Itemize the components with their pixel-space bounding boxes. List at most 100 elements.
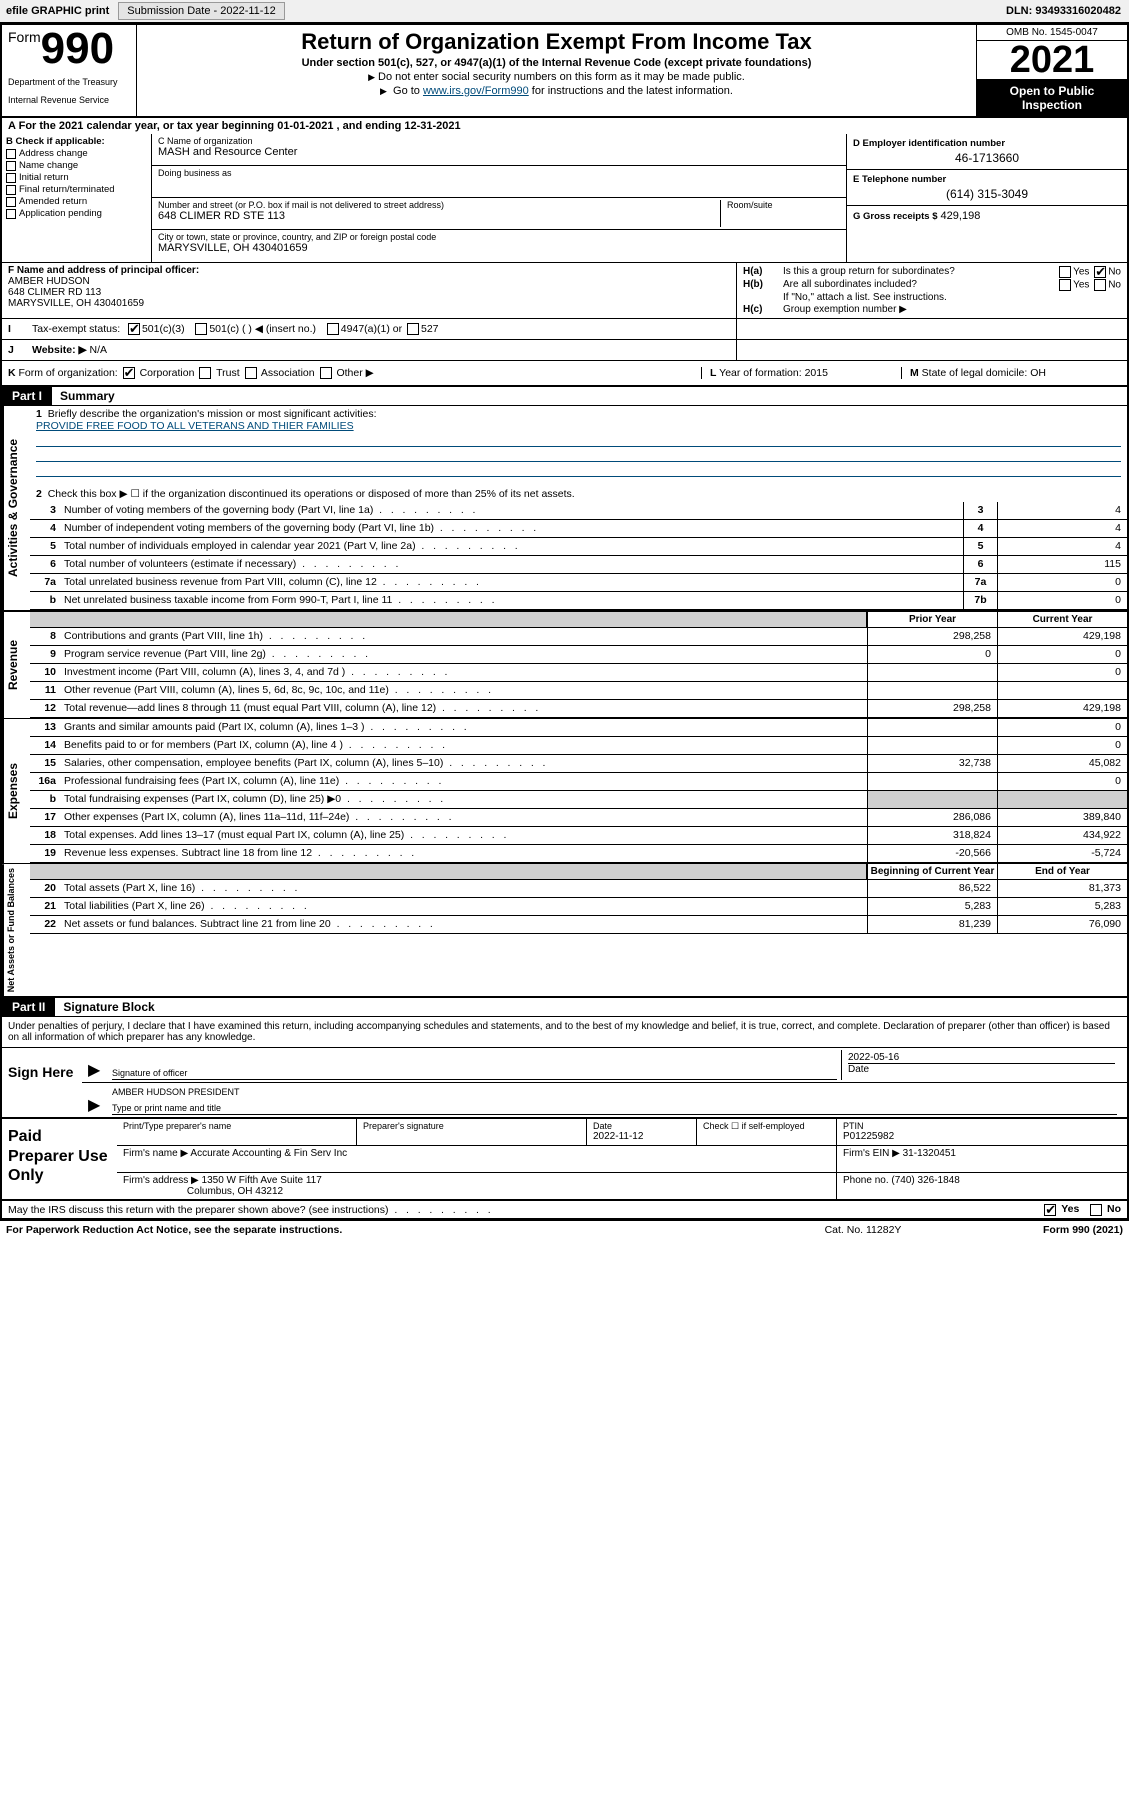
org-address: 648 CLIMER RD STE 113 xyxy=(158,210,720,222)
chk-4947[interactable] xyxy=(327,323,339,335)
chk-trust[interactable] xyxy=(199,367,211,379)
data-line: 14Benefits paid to or for members (Part … xyxy=(30,737,1127,755)
row-j: J Website: ▶ N/A xyxy=(2,340,1127,361)
website: N/A xyxy=(89,344,107,356)
sign-here-block: Sign Here ▶ Signature of officer 2022-05… xyxy=(2,1048,1127,1119)
data-line: 9Program service revenue (Part VIII, lin… xyxy=(30,646,1127,664)
org-city: MARYSVILLE, OH 430401659 xyxy=(158,242,840,254)
data-line: 13Grants and similar amounts paid (Part … xyxy=(30,719,1127,737)
ein: 46-1713660 xyxy=(853,151,1121,165)
section-f-h: F Name and address of principal officer:… xyxy=(2,263,1127,319)
box-f: F Name and address of principal officer:… xyxy=(2,263,737,318)
arrow-icon: ▶ xyxy=(88,1050,108,1080)
firm-phone: (740) 326-1848 xyxy=(891,1175,959,1186)
row-k-l-m: K Form of organization: Corporation Trus… xyxy=(2,361,1127,387)
data-line: 8Contributions and grants (Part VIII, li… xyxy=(30,628,1127,646)
chk-other[interactable] xyxy=(320,367,332,379)
chk-discuss-no[interactable] xyxy=(1090,1204,1102,1216)
footer: For Paperwork Reduction Act Notice, see … xyxy=(0,1221,1129,1239)
summary-line: 3Number of voting members of the governi… xyxy=(30,502,1127,520)
box-d-e-g: D Employer identification number 46-1713… xyxy=(847,134,1127,262)
data-line: 20Total assets (Part X, line 16)86,52281… xyxy=(30,880,1127,898)
tax-year: 2021 xyxy=(977,41,1127,79)
chk-hb-no[interactable] xyxy=(1094,279,1106,291)
chk-hb-yes[interactable] xyxy=(1059,279,1071,291)
chk-ha-no[interactable] xyxy=(1094,266,1106,278)
firm-name: Accurate Accounting & Fin Serv Inc xyxy=(190,1148,347,1159)
data-line: 17Other expenses (Part IX, column (A), l… xyxy=(30,809,1127,827)
box-c: C Name of organization MASH and Resource… xyxy=(152,134,847,262)
firm-addr: 1350 W Fifth Ave Suite 117 xyxy=(202,1175,322,1186)
chk-ha-yes[interactable] xyxy=(1059,266,1071,278)
summary-line: 7aTotal unrelated business revenue from … xyxy=(30,574,1127,592)
chk-final[interactable] xyxy=(6,185,16,195)
org-name: MASH and Resource Center xyxy=(158,146,840,158)
chk-initial[interactable] xyxy=(6,173,16,183)
data-line: 21Total liabilities (Part X, line 26)5,2… xyxy=(30,898,1127,916)
chk-527[interactable] xyxy=(407,323,419,335)
header-right: OMB No. 1545-0047 2021 Open to Public In… xyxy=(977,25,1127,116)
paid-preparer-block: Paid Preparer Use Only Print/Type prepar… xyxy=(2,1119,1127,1201)
data-line: 10Investment income (Part VIII, column (… xyxy=(30,664,1127,682)
line-a: A For the 2021 calendar year, or tax yea… xyxy=(2,118,1127,134)
summary-line: 4Number of independent voting members of… xyxy=(30,520,1127,538)
gross-receipts: 429,198 xyxy=(941,210,981,222)
dln: DLN: 93493316020482 xyxy=(1006,5,1129,17)
part-2-header: Part II Signature Block xyxy=(2,996,1127,1017)
arrow-icon: ▶ xyxy=(88,1085,108,1115)
chk-address[interactable] xyxy=(6,149,16,159)
topbar: efile GRAPHIC print Submission Date - 20… xyxy=(0,0,1129,23)
data-line: 15Salaries, other compensation, employee… xyxy=(30,755,1127,773)
summary-line: 5Total number of individuals employed in… xyxy=(30,538,1127,556)
netassets-section: Net Assets or Fund Balances Beginning of… xyxy=(2,863,1127,996)
form-title: Return of Organization Exempt From Incom… xyxy=(145,29,968,55)
perjury-text: Under penalties of perjury, I declare th… xyxy=(2,1017,1127,1048)
dept-irs: Internal Revenue Service xyxy=(8,95,130,105)
summary-line: 6Total number of volunteers (estimate if… xyxy=(30,556,1127,574)
chk-name[interactable] xyxy=(6,161,16,171)
chk-assoc[interactable] xyxy=(245,367,257,379)
chk-501c3[interactable] xyxy=(128,323,140,335)
data-line: 19Revenue less expenses. Subtract line 1… xyxy=(30,845,1127,863)
activities-governance: Activities & Governance 1 Briefly descri… xyxy=(2,406,1127,610)
header-title: Return of Organization Exempt From Incom… xyxy=(137,25,977,116)
firm-ein: 31-1320451 xyxy=(903,1148,956,1159)
chk-501c[interactable] xyxy=(195,323,207,335)
dept-treasury: Department of the Treasury xyxy=(8,77,130,87)
form-header: Form990 Department of the Treasury Inter… xyxy=(2,25,1127,118)
form-990: Form990 Department of the Treasury Inter… xyxy=(0,23,1129,1221)
header-left: Form990 Department of the Treasury Inter… xyxy=(2,25,137,116)
irs-link[interactable]: www.irs.gov/Form990 xyxy=(423,85,529,97)
chk-corp[interactable] xyxy=(123,367,135,379)
mission-text[interactable]: PROVIDE FREE FOOD TO ALL VETERANS AND TH… xyxy=(36,420,354,432)
chk-amended[interactable] xyxy=(6,197,16,207)
expenses-section: Expenses 13Grants and similar amounts pa… xyxy=(2,718,1127,863)
data-line: 11Other revenue (Part VIII, column (A), … xyxy=(30,682,1127,700)
prep-date: 2022-11-12 xyxy=(593,1131,690,1142)
data-line: 12Total revenue—add lines 8 through 11 (… xyxy=(30,700,1127,718)
chk-pending[interactable] xyxy=(6,209,16,219)
data-line: bTotal fundraising expenses (Part IX, co… xyxy=(30,791,1127,809)
row-i: I Tax-exempt status: 501(c)(3) 501(c) ( … xyxy=(2,319,1127,340)
section-b-to-g: B Check if applicable: Address change Na… xyxy=(2,134,1127,263)
officer-name: AMBER HUDSON xyxy=(8,276,730,287)
part-1-header: Part I Summary xyxy=(2,387,1127,406)
data-line: 16aProfessional fundraising fees (Part I… xyxy=(30,773,1127,791)
sig-date: 2022-05-16 xyxy=(848,1052,1115,1063)
ptin: P01225982 xyxy=(843,1131,1121,1142)
data-line: 22Net assets or fund balances. Subtract … xyxy=(30,916,1127,934)
efile-label: efile GRAPHIC print xyxy=(0,3,115,19)
form-subtitle: Under section 501(c), 527, or 4947(a)(1)… xyxy=(145,57,968,69)
data-line: 18Total expenses. Add lines 13–17 (must … xyxy=(30,827,1127,845)
discuss-row: May the IRS discuss this return with the… xyxy=(2,1201,1127,1218)
submission-badge: Submission Date - 2022-11-12 xyxy=(118,2,284,20)
open-inspection: Open to Public Inspection xyxy=(977,79,1127,116)
telephone: (614) 315-3049 xyxy=(853,187,1121,201)
link-note: Go to www.irs.gov/Form990 for instructio… xyxy=(145,85,968,97)
chk-discuss-yes[interactable] xyxy=(1044,1204,1056,1216)
ssn-note: Do not enter social security numbers on … xyxy=(145,71,968,83)
box-h: H(a) Is this a group return for subordin… xyxy=(737,263,1127,318)
summary-line: bNet unrelated business taxable income f… xyxy=(30,592,1127,610)
revenue-section: Revenue Prior Year Current Year 8Contrib… xyxy=(2,610,1127,718)
signer-name: AMBER HUDSON PRESIDENT xyxy=(112,1087,240,1097)
